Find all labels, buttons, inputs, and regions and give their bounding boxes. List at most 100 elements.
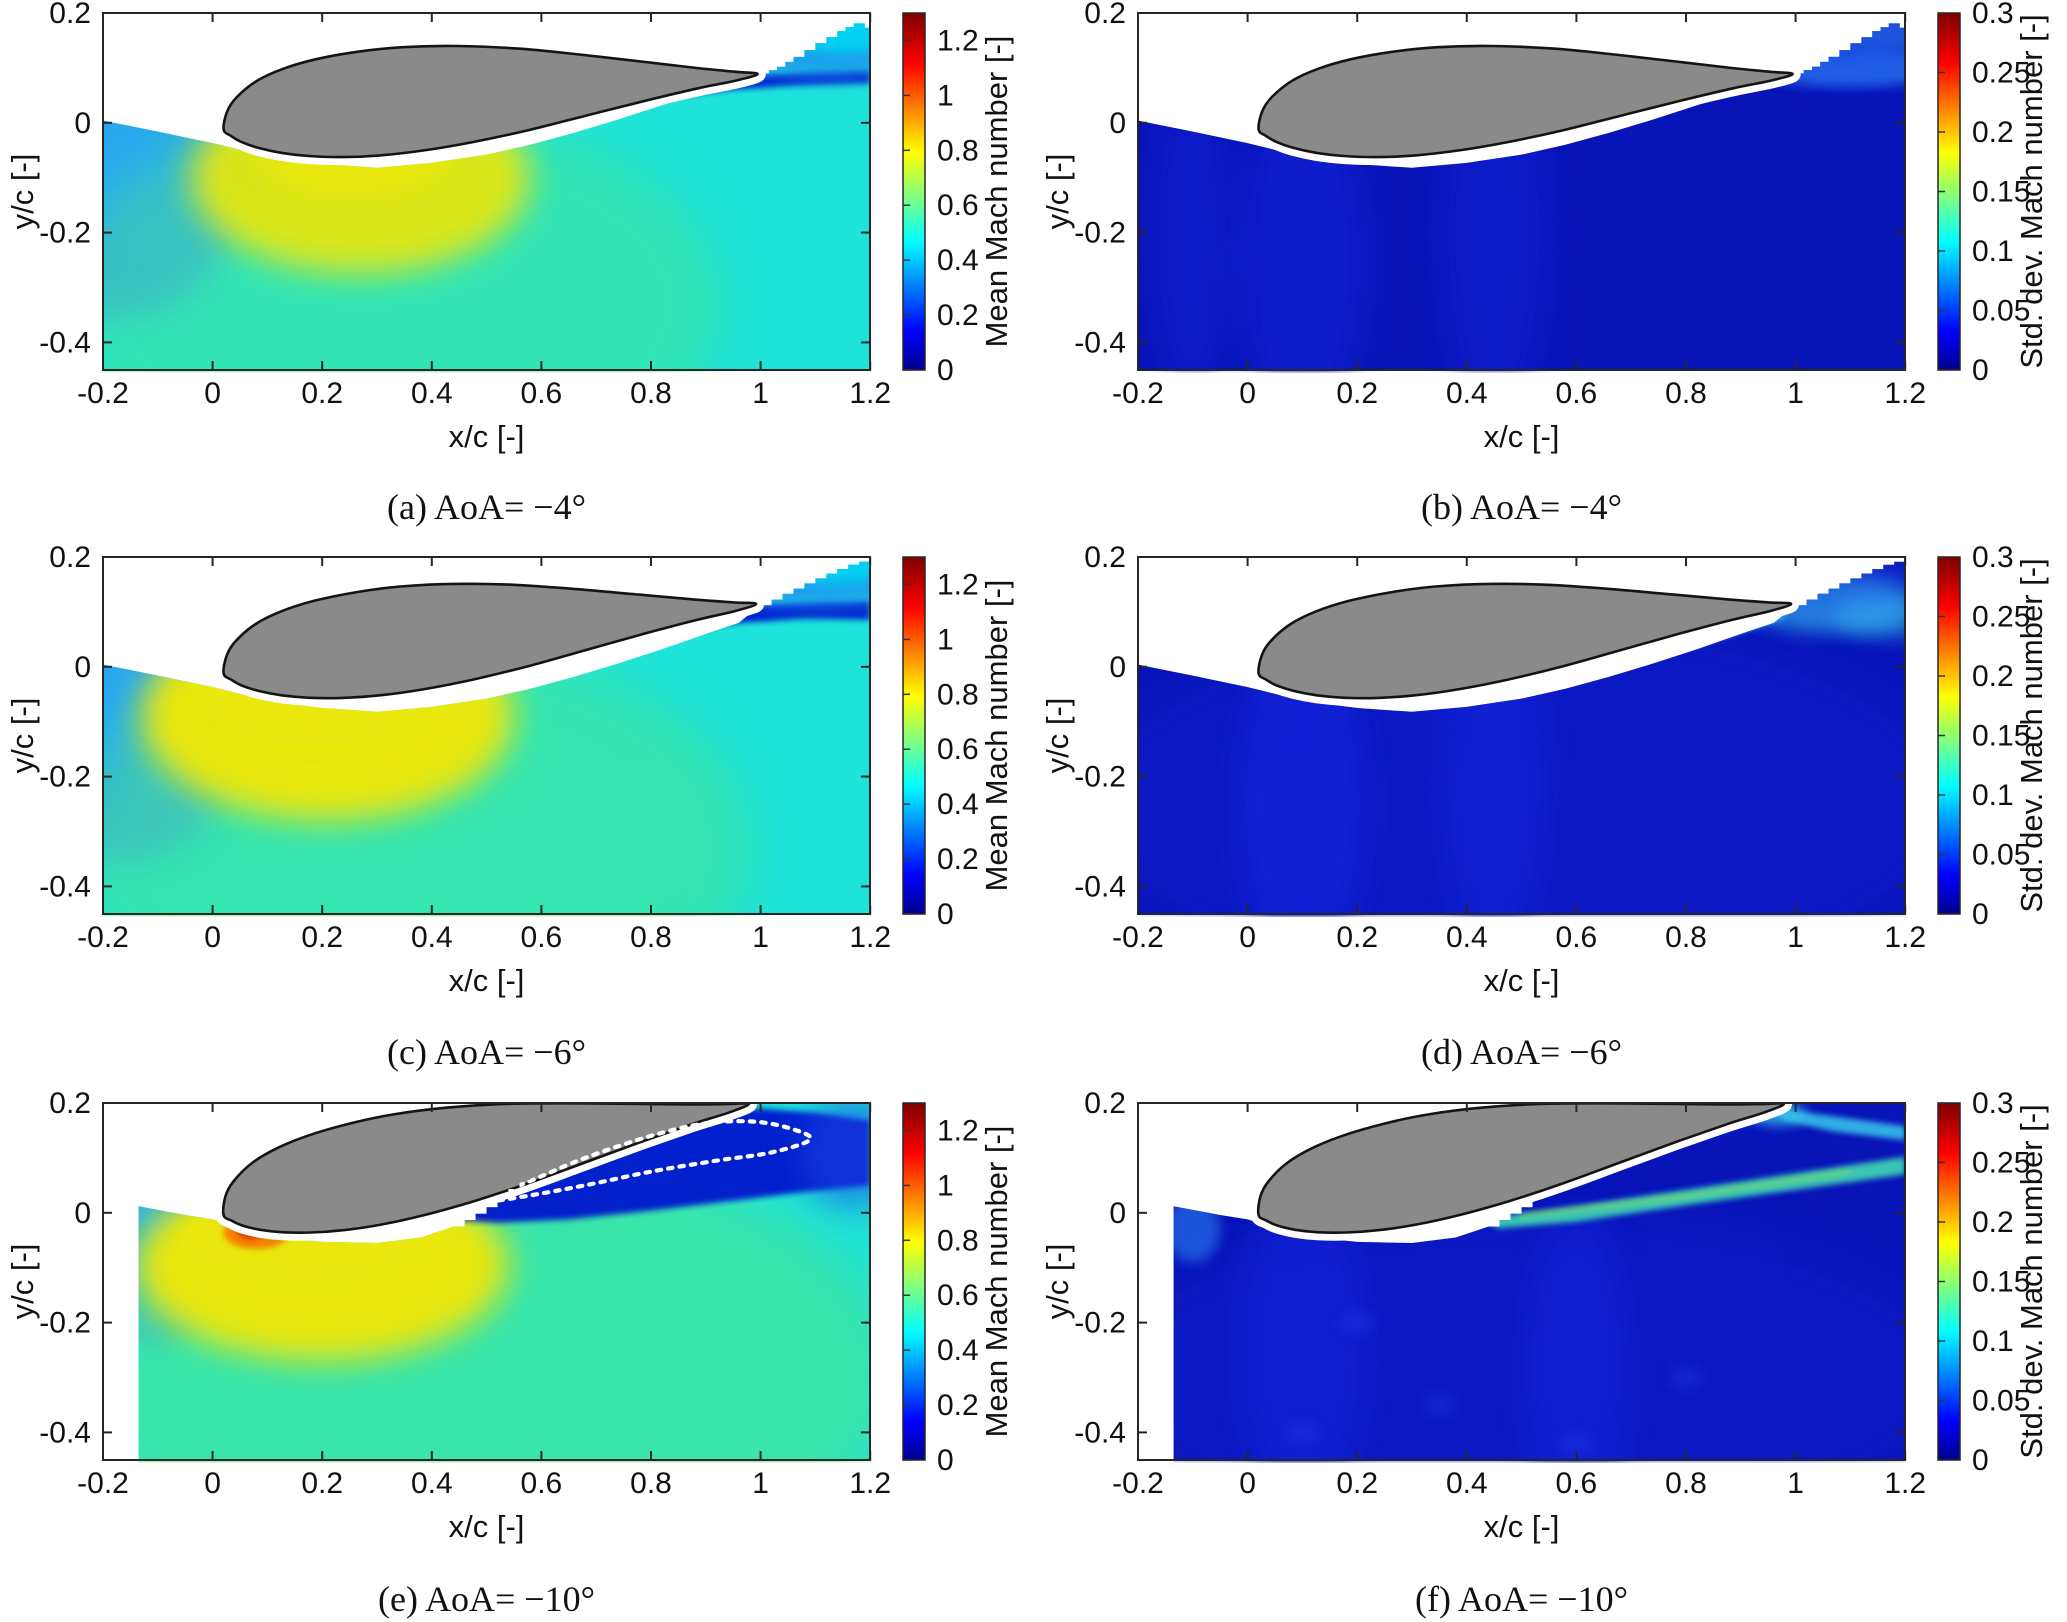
field-region [1236, 1185, 1369, 1463]
field-region [777, 23, 871, 54]
colorbar-tick-label: 0.1 [1972, 779, 2014, 812]
x-tick-label: 0.2 [1336, 921, 1378, 954]
colorbar-tick-label: 0.4 [937, 1334, 979, 1367]
x-tick-label: 0 [204, 1467, 221, 1500]
colorbar-tick-label: 0.15 [1972, 176, 2030, 209]
x-tick-label: 0.4 [1446, 1467, 1488, 1500]
x-tick-label: 0.2 [301, 1467, 343, 1500]
x-tick-label: 0 [204, 921, 221, 954]
colorbar-tick-label: 0.25 [1972, 57, 2030, 90]
y-tick-label: -0.4 [39, 1416, 91, 1449]
colorbar-tick-label: 0 [937, 898, 954, 931]
colorbar-tick-label: 0.25 [1972, 601, 2030, 634]
axes-frame [1137, 1102, 1906, 1461]
x-tick-label: 0.6 [1556, 1467, 1598, 1500]
y-axis-label: y/c [-] [5, 154, 40, 230]
field-region [1340, 1311, 1374, 1334]
colorbar-tick-label: 0.2 [1972, 660, 2014, 693]
x-tick-label: 0.2 [301, 921, 343, 954]
x-tick-label: 1.2 [1884, 921, 1926, 954]
panel-d: -0.2 0 0.2 0.4 0.6 0.8 1 1.2 0.2 0 -0.2 -0.4 x/c [-]… [1040, 541, 2049, 1072]
colorbar-tick-label: 0.6 [937, 1279, 979, 1312]
colorbar-tick-label: 1.2 [937, 24, 979, 57]
y-tick-label: -0.4 [1074, 1416, 1126, 1449]
x-tick-label: 0.4 [1446, 921, 1488, 954]
colorbar-tick-label: 0.4 [937, 244, 979, 277]
y-tick-label: 0 [74, 1197, 91, 1230]
x-tick-label: 1.2 [849, 921, 891, 954]
x-tick-label: 0 [1239, 377, 1256, 410]
field-region [1285, 1421, 1319, 1444]
colorbar-axis-label: Std. dev. Mach number [-] [2014, 14, 2049, 368]
panel-caption: (f) AoA= −10° [1415, 1579, 1628, 1619]
x-axis-label: x/c [-] [449, 963, 525, 998]
field-region [1559, 1432, 1593, 1455]
x-tick-label: 1 [752, 377, 769, 410]
colorbar-tick-label: 1.2 [937, 568, 979, 601]
x-tick-label: 1 [1787, 1467, 1804, 1500]
field-region [1236, 639, 1369, 917]
x-tick-label: 0.2 [1336, 377, 1378, 410]
x-tick-label: 0.4 [411, 1467, 453, 1500]
x-tick-label: 0.6 [1556, 377, 1598, 410]
field-region [1422, 1393, 1456, 1416]
colorbar-tick-label: 0.05 [1972, 1385, 2030, 1418]
x-tick-label: 1 [1787, 377, 1804, 410]
x-tick-label: 0.8 [1665, 377, 1707, 410]
panel-b: -0.2 0 0.2 0.4 0.6 0.8 1 1.2 0.2 0 -0.2 -0.4 x/c [-]… [1040, 0, 2049, 527]
field-region [525, 70, 871, 121]
panel-caption: (c) AoA= −6° [387, 1032, 586, 1072]
y-tick-label: 0 [1109, 1197, 1126, 1230]
x-tick-label: 0.2 [1336, 1467, 1378, 1500]
x-tick-label: -0.2 [1112, 377, 1164, 410]
field-region [1236, 95, 1369, 373]
x-tick-label: -0.2 [1112, 1467, 1164, 1500]
y-tick-label: 0.2 [1084, 1087, 1126, 1120]
y-axis-label: y/c [-] [1040, 154, 1075, 230]
field-region [1173, 1212, 1906, 1463]
y-tick-label: -0.2 [1074, 761, 1126, 794]
axes-frame [1137, 12, 1906, 371]
x-tick-label: -0.2 [77, 921, 129, 954]
y-tick-label: 0 [74, 107, 91, 140]
x-tick-label: 0.6 [521, 377, 563, 410]
colorbar-tick-label: 0.3 [1972, 1087, 2014, 1120]
y-axis-label: y/c [-] [1040, 1244, 1075, 1320]
colorbar-tick-label: 0.6 [937, 733, 979, 766]
colorbar [902, 556, 926, 915]
y-axis-label: y/c [-] [5, 698, 40, 774]
field-region [798, 1103, 871, 1208]
y-tick-label: 0.2 [49, 0, 91, 30]
field-region [760, 558, 871, 584]
colorbar-tick-label: 0.2 [937, 299, 979, 332]
x-tick-label: 0.8 [1665, 1467, 1707, 1500]
colorbar-tick-label: 0 [937, 354, 954, 387]
x-tick-label: -0.2 [77, 1467, 129, 1500]
colorbar-tick-label: 0 [1972, 354, 1989, 387]
colorbar-tick-label: 0.1 [1972, 235, 2014, 268]
axes-frame [102, 12, 871, 371]
panel-caption: (b) AoA= −4° [1421, 487, 1622, 527]
x-axis-label: x/c [-] [449, 1509, 525, 1544]
colorbar-tick-label: 0.25 [1972, 1147, 2030, 1180]
colorbar [902, 1102, 926, 1461]
field-region [1148, 67, 1237, 373]
y-tick-label: -0.4 [1074, 870, 1126, 903]
airfoil-section [222, 44, 760, 159]
y-tick-label: 0.2 [49, 1087, 91, 1120]
airfoil-section [1257, 44, 1795, 159]
y-tick-label: 0 [1109, 107, 1126, 140]
y-tick-label: -0.2 [39, 761, 91, 794]
colorbar-tick-label: 0 [937, 1444, 954, 1477]
x-tick-label: 1.2 [849, 377, 891, 410]
panel-c: -0.2 0 0.2 0.4 0.6 0.8 1 1.2 0.2 0 -0.2 -0.4 x/c [-]… [5, 541, 1014, 1072]
airfoil-section [221, 1101, 751, 1235]
field-region [1477, 1156, 1906, 1229]
colorbar-tick-label: 0.8 [937, 678, 979, 711]
x-tick-label: 0.8 [630, 377, 672, 410]
axes-frame [102, 1102, 871, 1461]
x-tick-label: 0.8 [630, 1467, 672, 1500]
panel-f: -0.2 0 0.2 0.4 0.6 0.8 1 1.2 0.2 0 -0.2 -0.4 x/c [-]… [1040, 1087, 2049, 1619]
panel-e: -0.2 0 0.2 0.4 0.6 0.8 1 1.2 0.2 0 -0.2 -0.4 x/c [-]… [5, 1087, 1014, 1619]
colorbar-tick-label: 0.3 [1972, 0, 2014, 30]
